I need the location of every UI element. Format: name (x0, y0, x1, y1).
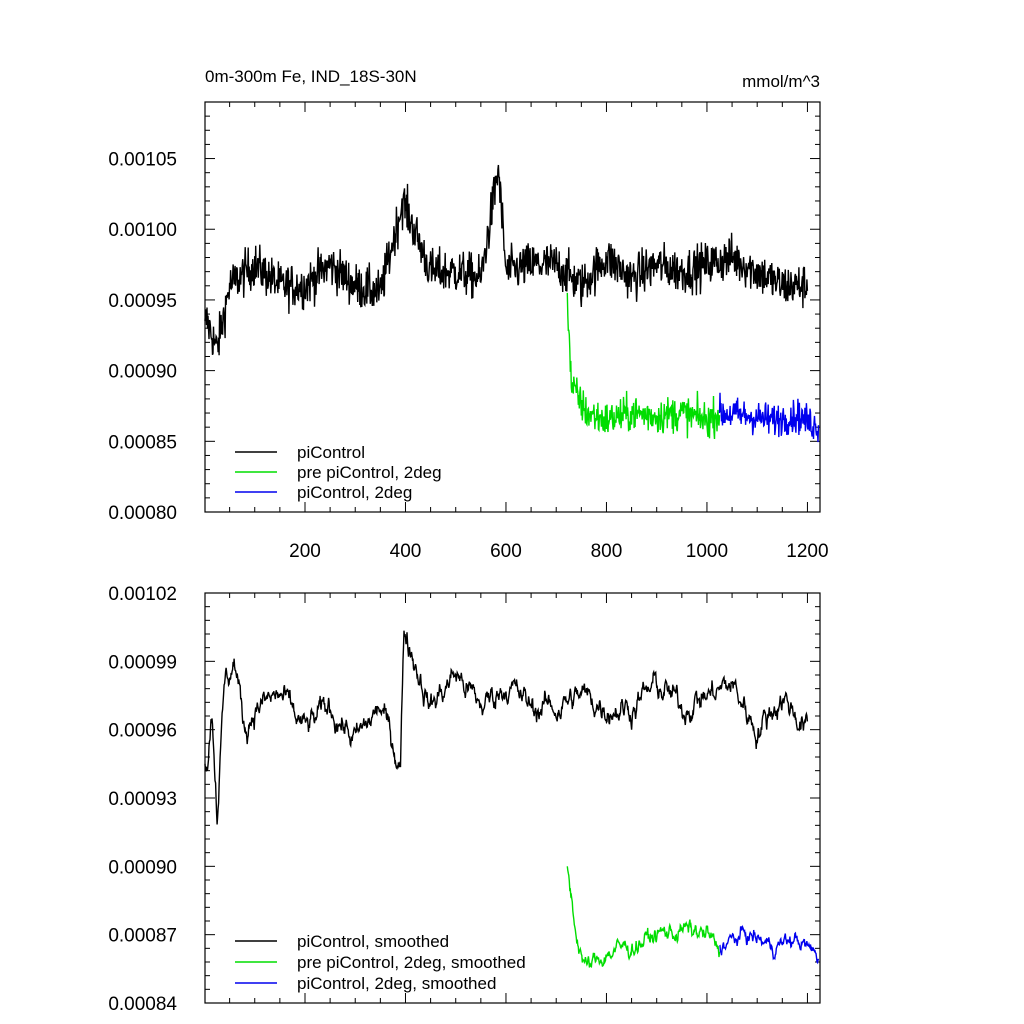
y-tick-label: 0.00096 (108, 721, 177, 742)
y-tick-label: 0.00105 (108, 150, 177, 171)
units-label: mmol/m^3 (742, 72, 820, 91)
x-tick-label: 800 (591, 541, 623, 562)
series-line-2 (566, 866, 721, 969)
series-line-1 (204, 630, 809, 825)
x-tick-label: 600 (490, 541, 522, 562)
legend-label: pre piControl, 2deg (297, 463, 442, 482)
legend-label: piControl, 2deg (297, 483, 412, 502)
legend-label: piControl, 2deg, smoothed (297, 974, 496, 993)
series-line-3 (719, 924, 820, 965)
series-line-3 (718, 392, 820, 443)
plot-frame (204, 101, 821, 513)
top-panel: 200 400 600 800 1000 1200 0.00080 0.00085 0.0009… (108, 67, 828, 562)
y-tick-label: 0.00093 (108, 789, 177, 810)
y-tick-label: 0.00102 (108, 584, 177, 605)
y-tick-label: 0.00090 (108, 857, 177, 878)
series-line-2 (566, 292, 721, 440)
legend-label: piControl (297, 443, 365, 462)
series-line-1 (204, 164, 809, 356)
x-tick-label: 200 (289, 541, 321, 562)
y-tick-label: 0.00095 (108, 291, 177, 312)
legend-label: pre piControl, 2deg, smoothed (297, 953, 526, 972)
x-tick-label: 1200 (786, 541, 828, 562)
y-tick-label: 0.00085 (108, 432, 177, 453)
chart-title: 0m-300m Fe, IND_18S-30N (205, 67, 417, 86)
x-tick-label: 400 (390, 541, 422, 562)
x-tick-label: 1000 (686, 541, 728, 562)
y-tick-label: 0.00090 (108, 362, 177, 383)
legend-label: piControl, smoothed (297, 932, 449, 951)
y-tick-label: 0.00087 (108, 926, 177, 947)
y-tick-label: 0.00099 (108, 652, 177, 673)
y-tick-label: 0.00084 (108, 994, 177, 1015)
bottom-panel: 0.00084 0.00087 0.00090 0.00093 0.00096 0.000… (108, 584, 821, 1015)
y-tick-label: 0.00080 (108, 503, 177, 524)
y-tick-label: 0.00100 (108, 220, 177, 241)
